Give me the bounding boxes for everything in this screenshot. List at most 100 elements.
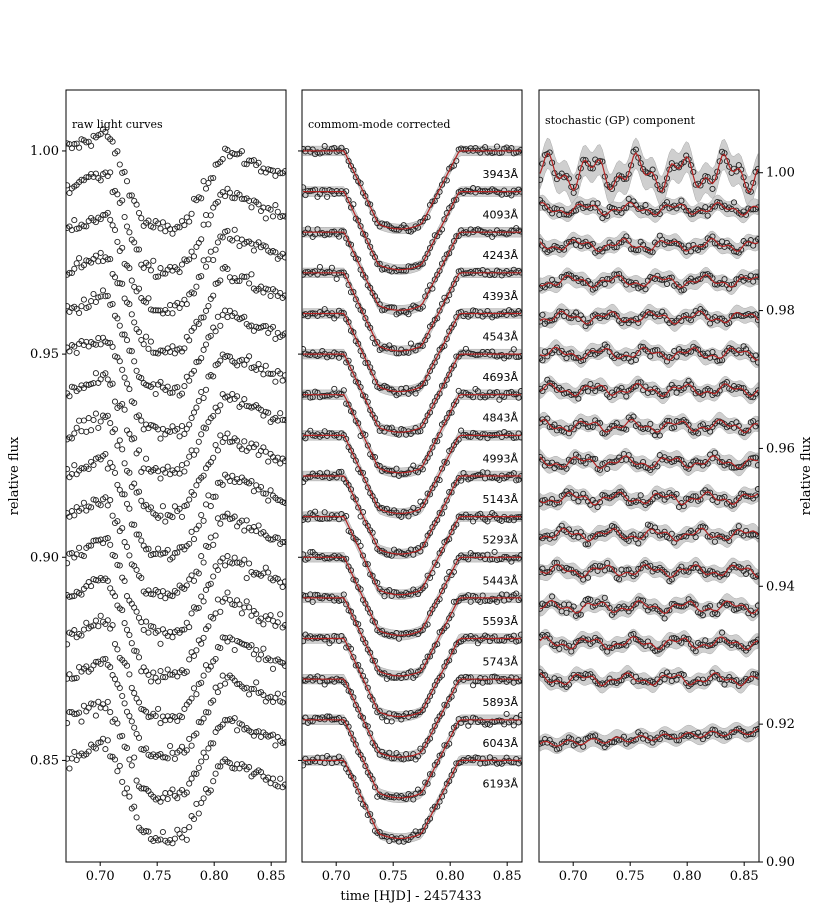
- data-point: [128, 311, 135, 318]
- data-point: [446, 371, 453, 378]
- data-point: [352, 781, 359, 788]
- data-point: [241, 396, 248, 403]
- light-curve-11: [66, 535, 286, 647]
- data-point: [198, 236, 205, 243]
- data-point: [119, 197, 126, 204]
- data-point: [453, 722, 460, 729]
- data-point: [436, 477, 443, 484]
- data-point: [104, 535, 111, 542]
- x-tick-label: 0.85: [730, 869, 759, 884]
- data-point: [198, 640, 205, 647]
- model-line-5: [303, 312, 521, 393]
- data-point: [119, 400, 126, 408]
- data-point: [159, 588, 166, 595]
- data-point: [198, 273, 205, 280]
- data-point: [417, 342, 424, 349]
- light-curve-15: [539, 664, 759, 694]
- data-point: [635, 247, 642, 254]
- data-point: [272, 202, 279, 209]
- wavelength-label: 5143Å: [482, 493, 518, 506]
- x-tick-label: 0.75: [379, 869, 408, 884]
- data-point: [83, 139, 90, 146]
- data-point: [186, 421, 193, 428]
- data-point: [212, 441, 219, 449]
- data-point: [183, 789, 190, 796]
- data-point: [126, 793, 133, 800]
- data-point: [104, 737, 111, 744]
- data-point: [190, 536, 198, 543]
- data-point: [580, 533, 587, 540]
- data-point: [279, 699, 286, 706]
- data-point: [403, 795, 410, 803]
- data-point: [198, 388, 205, 396]
- data-point: [539, 311, 546, 318]
- data-point: [709, 726, 716, 733]
- data-point: [157, 667, 164, 675]
- data-point: [606, 644, 613, 651]
- data-point: [234, 362, 241, 369]
- model-line-13: [303, 637, 521, 718]
- data-point: [210, 412, 217, 420]
- data-point: [419, 707, 426, 714]
- data-point: [200, 795, 207, 802]
- data-point: [131, 521, 138, 528]
- data-point: [174, 549, 181, 556]
- data-point: [226, 760, 233, 767]
- gp-component-panel: 0.70 0.75 0.80 0.850.900.920.940.960.981.00: [538, 89, 795, 884]
- data-point: [419, 260, 426, 267]
- data-point: [735, 495, 742, 502]
- data-point: [198, 799, 205, 806]
- data-point: [114, 518, 121, 525]
- data-point: [97, 131, 104, 138]
- light-curve-3: [66, 209, 286, 317]
- wavelength-label: 4993Å: [482, 452, 518, 465]
- data-point: [257, 768, 265, 776]
- data-point: [431, 398, 438, 405]
- data-point: [210, 373, 217, 380]
- model-line-10: [303, 516, 521, 596]
- data-point: [200, 715, 207, 722]
- data-point: [152, 712, 159, 720]
- data-point: [355, 706, 362, 713]
- data-point: [673, 389, 680, 396]
- data-point: [159, 674, 166, 681]
- y-axis-label-right: relative flux: [799, 436, 814, 515]
- data-point: [362, 476, 369, 484]
- data-point: [594, 420, 601, 427]
- data-point: [589, 423, 596, 430]
- data-point: [721, 150, 728, 157]
- model-line-8: [539, 418, 759, 433]
- data-point: [255, 201, 262, 208]
- data-point: [107, 169, 114, 176]
- data-point: [312, 508, 319, 515]
- data-point: [304, 555, 311, 562]
- data-point: [109, 300, 116, 308]
- data-point: [214, 239, 221, 246]
- data-point: [668, 458, 675, 465]
- data-point: [417, 428, 424, 435]
- data-point: [277, 289, 284, 297]
- y-tick-label: 0.95: [30, 347, 59, 362]
- data-point: [71, 675, 78, 682]
- data-point: [102, 370, 109, 377]
- data-point: [642, 202, 649, 209]
- data-point: [97, 177, 104, 184]
- data-point: [730, 199, 738, 206]
- wavelength-label: 5743Å: [482, 656, 518, 669]
- data-point: [752, 492, 759, 499]
- data-point: [738, 246, 745, 253]
- data-point: [549, 680, 556, 687]
- data-point: [388, 718, 395, 725]
- data-point: [95, 424, 102, 431]
- data-point: [663, 607, 671, 614]
- data-point: [104, 502, 111, 509]
- data-point: [241, 361, 248, 368]
- data-point: [104, 256, 111, 263]
- data-point: [754, 485, 759, 493]
- data-point: [359, 755, 367, 763]
- data-point: [503, 352, 510, 360]
- data-point: [210, 454, 217, 461]
- data-point: [556, 676, 563, 683]
- data-point: [186, 624, 193, 631]
- light-curve-16: [302, 752, 522, 845]
